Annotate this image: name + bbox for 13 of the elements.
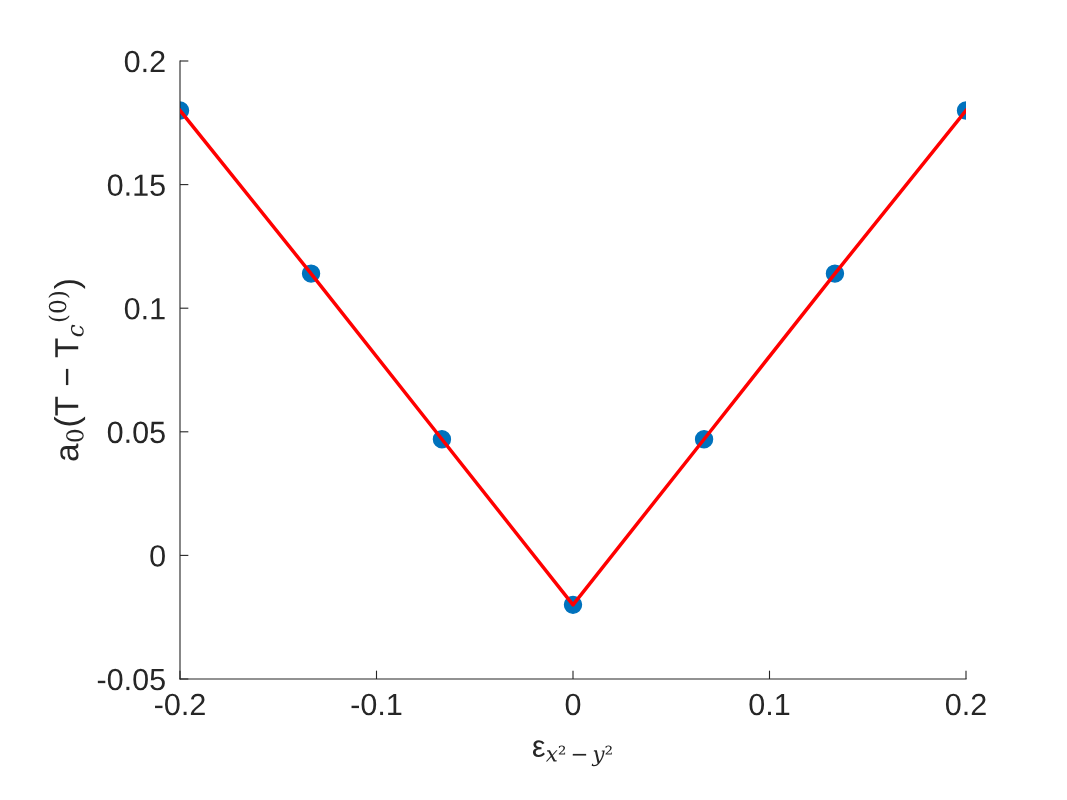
x-tick-label: -0.2 bbox=[155, 693, 205, 716]
y-tick-label: -0.05 bbox=[97, 668, 165, 691]
x-tick-label: 0 bbox=[565, 693, 581, 716]
x-axis-title: ε$_{x²−y²}$ bbox=[532, 740, 612, 767]
y-tick-label: 0.2 bbox=[124, 50, 165, 73]
x-tick-label: -0.1 bbox=[351, 693, 402, 716]
y-axis-title: a$_{0}$(T − T$_{c}$$^{(0)}$) bbox=[48, 280, 86, 461]
x-tick-label: 0.2 bbox=[945, 693, 986, 716]
y-tick-label: 0.1 bbox=[124, 297, 165, 320]
y-tick-label: 0.05 bbox=[107, 421, 165, 444]
y-tick-label: 0.15 bbox=[107, 174, 165, 196]
y-tick-label: 0 bbox=[150, 545, 165, 567]
x-tick-label: 0.1 bbox=[749, 693, 790, 716]
